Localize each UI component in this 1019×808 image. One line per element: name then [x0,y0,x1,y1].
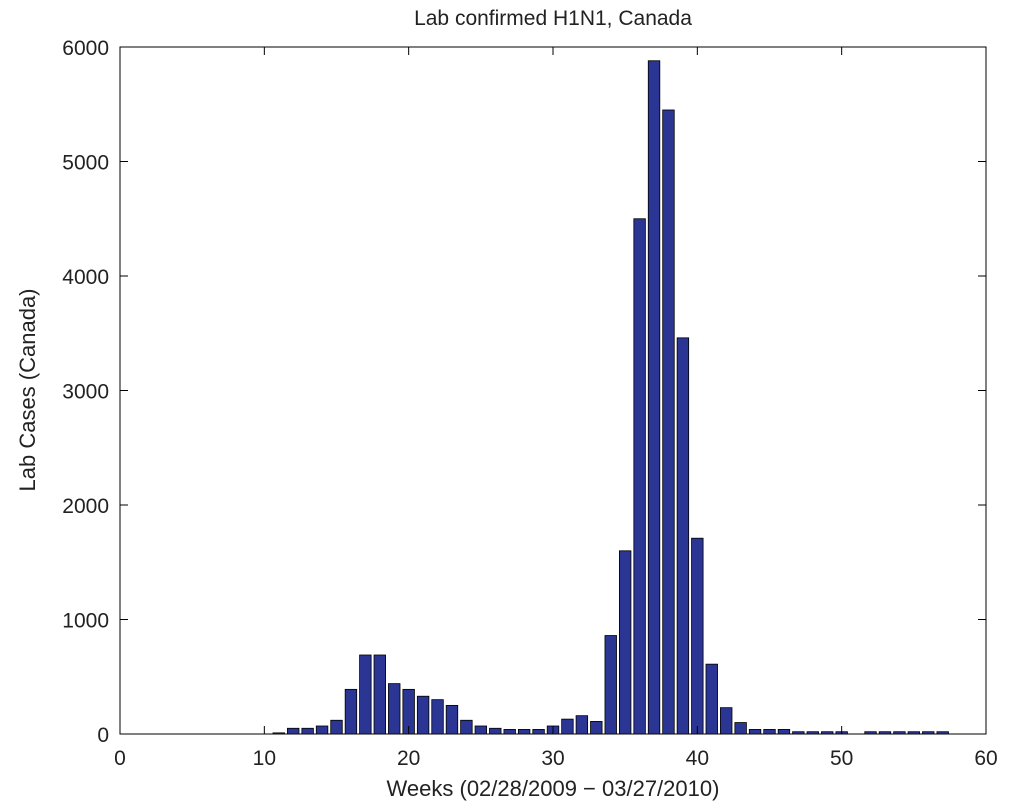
bar [893,731,906,735]
bar [561,718,574,735]
y-tick-label: 2000 [62,495,109,518]
bar [517,729,531,735]
bar [359,654,372,735]
bar [662,109,675,735]
bar [936,731,949,735]
y-axis-label: Lab Cases (Canada) [15,288,40,491]
bar [431,699,444,735]
axis-ticks: 0 10 20 30 40 50 60 0 1000 2000 3000 4000 5000 6000 [62,37,997,770]
y-tick-label: 1000 [62,610,109,633]
bars [272,60,949,735]
bar [287,727,300,735]
bar [315,725,329,735]
bar [489,727,502,735]
x-tick-label: 60 [974,747,997,770]
bar [301,727,314,735]
bar [864,731,877,735]
y-tick-label: 6000 [62,37,109,60]
y-tick-label: 4000 [62,266,109,289]
x-axis-label: Weeks (02/28/2009 − 03/27/2010) [387,776,720,801]
bar [373,654,386,735]
y-tick-label: 3000 [62,381,109,404]
bar [272,732,285,735]
x-tick-label: 40 [686,747,709,770]
bar [748,729,762,735]
bar [344,688,358,735]
x-tick-label: 30 [541,747,564,770]
bar [676,337,690,735]
bar [691,537,704,735]
plot-area-frame [119,46,987,735]
bar [532,729,545,735]
bar [647,60,661,735]
bar [705,663,718,735]
bar [388,683,401,735]
bar [907,731,921,735]
bar [604,635,617,735]
bar [922,731,935,735]
bar [777,729,791,735]
bar [590,721,603,735]
x-tick-label: 10 [253,747,276,770]
chart-title: Lab confirmed H1N1, Canada [414,7,692,30]
x-tick-label: 50 [830,747,853,770]
bar [474,725,488,735]
bar [792,731,805,735]
bar [720,707,733,735]
bar [416,695,430,735]
y-tick-label: 0 [97,724,109,747]
bar [734,722,747,735]
y-tick-label: 5000 [62,152,109,175]
bar [806,731,819,735]
x-tick-label: 20 [397,747,420,770]
bar [763,729,776,735]
bar [575,715,589,735]
bar [503,729,516,735]
bar [330,719,343,735]
bar [633,218,646,735]
x-tick-label: 0 [114,747,126,770]
bar [878,731,892,735]
bar [460,719,473,735]
bar [821,731,834,735]
bar [445,704,459,735]
bar [618,550,632,735]
